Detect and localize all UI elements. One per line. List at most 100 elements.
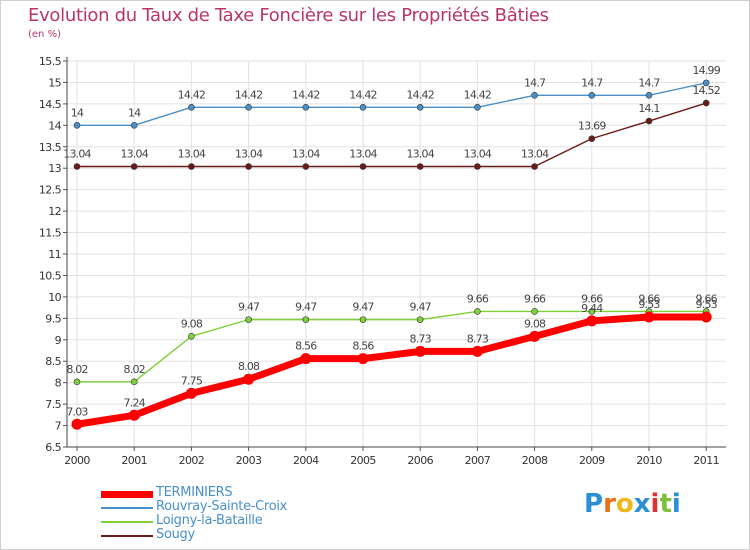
y-tick-label: 6.5: [45, 441, 61, 454]
legend-swatch: [101, 491, 153, 498]
line-chart: 6.577.588.599.51010.51111.51212.51313.51…: [39, 55, 726, 467]
logo-letter: i: [671, 489, 681, 519]
x-tick-label: 2002: [179, 454, 205, 467]
data-point-loigny-la-bataille: [474, 308, 481, 315]
data-point-terminiers: [643, 311, 655, 323]
data-point-sougy: [302, 163, 310, 170]
proxiti-logo: Proxiti: [584, 489, 681, 519]
x-tick-label: 2004: [293, 454, 319, 467]
data-point-loigny-la-bataille: [302, 316, 310, 323]
legend-label: Loigny-la-Bataille: [156, 513, 263, 528]
data-label: 13.69: [578, 120, 606, 133]
data-point-loigny-la-bataille: [73, 378, 81, 386]
y-tick-label: 15.5: [39, 55, 62, 68]
data-point-sougy: [702, 99, 710, 107]
data-point-terminiers: [700, 311, 712, 323]
data-point-rouvray-sainte-croix: [531, 92, 538, 99]
data-point-sougy: [73, 163, 81, 170]
series-group: [71, 79, 712, 430]
y-tick-label: 15: [48, 76, 61, 89]
data-labels: 14 14 14.42 14.42 14.42 14.42 14.42 14.42 14.7 14…: [63, 64, 721, 418]
data-label: 9.08: [181, 317, 203, 330]
logo-letter: i: [650, 489, 660, 519]
y-tick-label: 13.5: [39, 141, 62, 154]
legend-swatch: [101, 535, 153, 537]
data-label: 14.99: [692, 64, 720, 77]
data-label: 13.04: [235, 148, 263, 161]
y-tick-label: 8.5: [45, 355, 61, 368]
y-unit-label: (en %): [28, 29, 61, 40]
x-tick-label: 2001: [121, 454, 147, 467]
data-point-sougy: [416, 163, 424, 170]
y-tick-label: 12.5: [39, 184, 62, 197]
data-label: 14.42: [178, 88, 206, 101]
x-tick-label: 2000: [64, 454, 90, 467]
y-tick-label: 11.5: [39, 227, 62, 240]
y-tick-label: 7.5: [45, 398, 61, 411]
data-label: 8.73: [467, 332, 489, 345]
logo-letter: r: [603, 489, 616, 519]
x-tick-label: 2006: [407, 454, 433, 467]
y-tick-label: 14: [48, 119, 61, 132]
logo-letter: t: [659, 489, 672, 519]
y-tick-label: 9.5: [45, 312, 61, 325]
data-label: 8.08: [238, 360, 260, 373]
logo-letter: P: [584, 489, 604, 519]
data-point-terminiers: [414, 345, 426, 357]
x-axis-ticks: 2000 2001 2002 2003 2004 2005 2006 2007 2008 2009…: [64, 454, 719, 467]
data-point-rouvray-sainte-croix: [130, 122, 138, 129]
data-label: 8.02: [124, 363, 145, 376]
data-label: 9.47: [352, 301, 374, 314]
data-point-terminiers: [185, 387, 197, 399]
data-label: 9.66: [696, 292, 718, 305]
data-point-sougy: [474, 163, 481, 170]
legend-label: TERMINIERS: [156, 485, 233, 500]
x-tick-label: 2011: [693, 454, 719, 467]
data-point-loigny-la-bataille: [130, 378, 138, 386]
y-tick-label: 13: [48, 162, 61, 175]
data-label: 7.24: [124, 396, 146, 409]
data-label: 13.04: [120, 148, 148, 161]
data-label: 9.47: [410, 301, 432, 314]
chart-title: Evolution du Taux de Taxe Foncière sur l…: [28, 5, 549, 26]
series-line-rouvray-sainte-croix: [76, 82, 707, 127]
data-label: 14.42: [349, 88, 377, 101]
data-point-loigny-la-bataille: [188, 333, 195, 340]
grid-lines: [67, 60, 726, 448]
data-label: 8.02: [66, 363, 87, 376]
x-tick-label: 2009: [579, 454, 605, 467]
data-label: 14.7: [581, 76, 603, 89]
data-label: 14.42: [235, 88, 263, 101]
data-label: 14.42: [292, 88, 320, 101]
series-line-loigny-la-bataille: [76, 310, 707, 383]
data-point-rouvray-sainte-croix: [245, 104, 252, 111]
y-tick-label: 7: [55, 420, 62, 433]
legend-swatch: [101, 507, 153, 509]
data-label: 9.66: [467, 292, 489, 305]
data-label: 9.66: [581, 292, 603, 305]
data-point-loigny-la-bataille: [531, 308, 538, 315]
data-point-terminiers: [357, 353, 369, 365]
data-point-terminiers: [128, 409, 140, 421]
data-label: 14.42: [406, 88, 434, 101]
data-label: 7.03: [66, 405, 88, 418]
legend-swatch: [101, 521, 153, 523]
x-tick-label: 2008: [522, 454, 548, 467]
data-label: 14.7: [638, 76, 660, 89]
data-label: 13.04: [178, 148, 206, 161]
data-label: 9.44: [581, 302, 603, 315]
data-point-rouvray-sainte-croix: [302, 104, 310, 111]
data-point-rouvray-sainte-croix: [416, 104, 424, 111]
data-label: 9.66: [524, 292, 546, 305]
data-label: 13.04: [292, 148, 320, 161]
data-point-sougy: [359, 163, 367, 170]
data-point-terminiers: [243, 373, 255, 385]
x-tick-label: 2005: [350, 454, 376, 467]
data-label: 14.7: [524, 76, 546, 89]
data-point-loigny-la-bataille: [588, 308, 596, 315]
data-label: 13.04: [63, 148, 91, 161]
series-line-sougy: [76, 102, 707, 168]
data-point-rouvray-sainte-croix: [588, 92, 596, 99]
data-label: 13.04: [464, 148, 492, 161]
